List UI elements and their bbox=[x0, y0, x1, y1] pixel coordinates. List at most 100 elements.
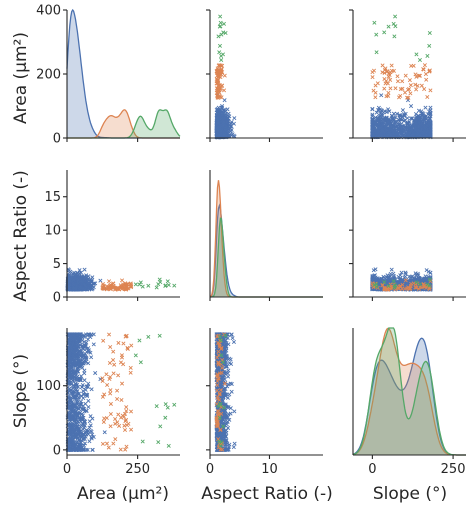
scatter-point bbox=[115, 287, 120, 292]
scatter-point bbox=[413, 82, 418, 87]
scatter-point bbox=[409, 63, 414, 68]
scatter-point bbox=[118, 360, 124, 365]
scatter-panel-2-1 bbox=[214, 332, 237, 452]
scatter-point bbox=[119, 415, 124, 420]
scatter-point bbox=[374, 50, 379, 55]
scatter-point bbox=[100, 378, 105, 383]
scatter-point bbox=[385, 120, 390, 125]
kde-fill-series-1 bbox=[210, 180, 323, 297]
scatter-point bbox=[122, 427, 128, 433]
scatter-point bbox=[140, 284, 145, 289]
scatter-point bbox=[380, 122, 385, 127]
scatter-point bbox=[419, 83, 424, 88]
scatter-point bbox=[422, 63, 427, 68]
scatter-point bbox=[111, 371, 116, 376]
scatter-point bbox=[219, 83, 224, 88]
scatter-point bbox=[398, 87, 403, 92]
scatter-point bbox=[421, 130, 426, 135]
scatter-point bbox=[87, 439, 92, 444]
scatter-point bbox=[228, 129, 233, 134]
scatter-point bbox=[104, 372, 109, 377]
scatter-point bbox=[85, 337, 90, 342]
scatter-point bbox=[78, 286, 83, 291]
scatter-points-layer bbox=[65, 14, 433, 452]
scatter-point bbox=[427, 116, 432, 121]
scatter-point bbox=[140, 439, 145, 444]
scatter-point bbox=[421, 117, 426, 122]
scatter-point bbox=[403, 73, 408, 78]
scatter-point bbox=[98, 278, 103, 283]
scatter-point bbox=[380, 63, 385, 68]
scatter-point bbox=[166, 443, 171, 448]
scatter-point bbox=[428, 124, 433, 129]
scatter-point bbox=[216, 81, 221, 86]
scatter-point bbox=[407, 119, 412, 124]
scatter-point bbox=[395, 74, 400, 79]
scatter-point bbox=[89, 387, 94, 392]
scatter-point bbox=[219, 128, 224, 133]
scatter-point bbox=[214, 116, 219, 121]
scatter-point bbox=[89, 355, 94, 360]
kde-panel-0 bbox=[66, 8, 181, 139]
scatter-point bbox=[227, 122, 232, 127]
scatter-point bbox=[215, 121, 220, 126]
scatter-point bbox=[217, 43, 222, 48]
scatter-point bbox=[401, 129, 406, 134]
scatter-point bbox=[163, 402, 168, 407]
scatter-point bbox=[381, 128, 386, 133]
scatter-point bbox=[219, 58, 224, 63]
scatter-panel-1-0 bbox=[65, 267, 177, 292]
scatter-point bbox=[370, 117, 375, 122]
scatter-point bbox=[408, 91, 413, 96]
scatter-point bbox=[389, 267, 394, 272]
scatter-point bbox=[100, 285, 105, 290]
scatter-point bbox=[129, 427, 134, 432]
scatter-point bbox=[405, 116, 410, 121]
scatter-point bbox=[221, 120, 226, 125]
scatter-point bbox=[378, 107, 383, 112]
scatter-point bbox=[138, 280, 143, 285]
scatter-point bbox=[102, 416, 107, 421]
scatter-point bbox=[406, 133, 411, 138]
scatter-point bbox=[222, 132, 227, 137]
scatter-point bbox=[108, 424, 113, 429]
scatter-point bbox=[407, 78, 412, 83]
scatter-point bbox=[385, 81, 390, 86]
scatter-point bbox=[393, 14, 398, 19]
scatter-point bbox=[126, 421, 131, 426]
scatter-point bbox=[86, 398, 91, 403]
scatter-point bbox=[370, 133, 375, 138]
scatter-point bbox=[117, 423, 122, 428]
scatter-point bbox=[172, 283, 177, 288]
scatter-point bbox=[217, 133, 222, 138]
scatter-point bbox=[77, 268, 82, 273]
scatter-point bbox=[408, 116, 413, 121]
scatter-point bbox=[75, 279, 80, 284]
scatter-point bbox=[81, 278, 86, 284]
scatter-point bbox=[225, 116, 231, 121]
scatter-point bbox=[68, 279, 73, 284]
scatter-point bbox=[222, 98, 227, 103]
scatter-point bbox=[392, 34, 397, 39]
scatter-point bbox=[374, 32, 379, 37]
scatter-point bbox=[422, 87, 427, 92]
scatter-point bbox=[400, 79, 405, 84]
scatter-point bbox=[419, 109, 424, 114]
scatter-point bbox=[424, 132, 429, 137]
scatter-point bbox=[157, 277, 162, 282]
scatter-point bbox=[416, 73, 421, 78]
scatter-point bbox=[218, 14, 223, 19]
scatter-point bbox=[216, 34, 221, 39]
scatter-point bbox=[384, 69, 389, 74]
scatter-point bbox=[119, 284, 124, 289]
scatter-point bbox=[378, 119, 383, 124]
scatter-point bbox=[389, 114, 394, 119]
scatter-point bbox=[106, 445, 111, 450]
scatter-point bbox=[424, 123, 430, 128]
scatter-panel-2-0 bbox=[65, 332, 177, 452]
scatter-point bbox=[414, 87, 419, 92]
scatter-point bbox=[221, 123, 226, 129]
kde-panel-2 bbox=[352, 327, 466, 456]
scatter-point bbox=[379, 93, 384, 98]
